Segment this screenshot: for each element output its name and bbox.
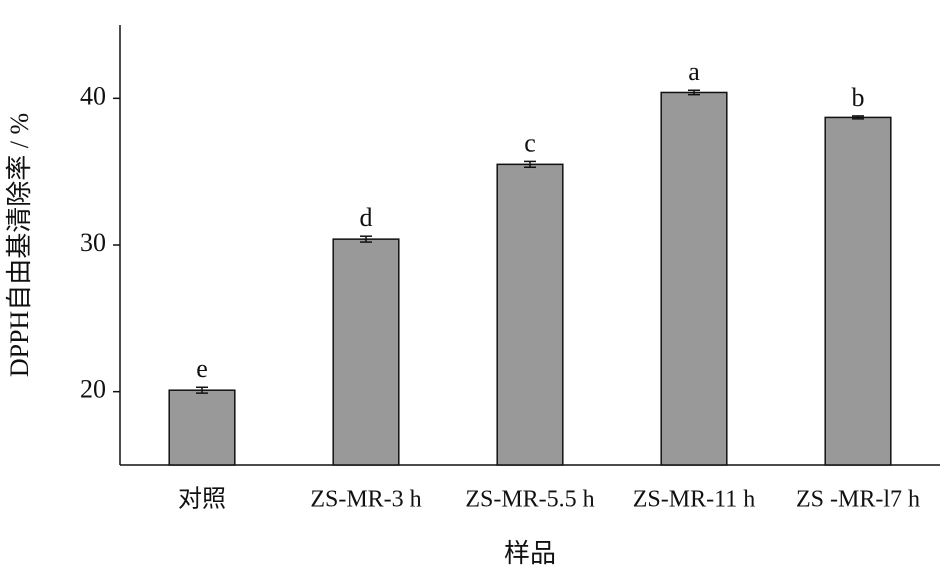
y-tick-label: 30 (80, 228, 106, 257)
x-tick-label: ZS-MR-3 h (310, 487, 421, 513)
bar (332, 238, 400, 466)
significance-letter: b (852, 83, 865, 112)
y-tick-label: 40 (80, 81, 106, 110)
significance-letter: c (524, 128, 536, 157)
y-axis-label: DPPH自由基清除率 / % (5, 113, 34, 377)
error-bar (360, 235, 372, 243)
significance-letter: a (688, 57, 700, 86)
significance-letter: d (360, 203, 373, 232)
significance-letter: e (196, 354, 208, 383)
y-tick-label: 20 (80, 375, 106, 404)
x-tick-label: ZS-MR-11 h (633, 487, 755, 513)
error-bar (196, 386, 208, 394)
error-bar (852, 115, 864, 120)
bar (660, 91, 728, 466)
x-tick-label: 对照 (178, 486, 226, 513)
error-bar (688, 89, 700, 96)
error-bar (524, 160, 536, 169)
bar (824, 116, 892, 466)
x-tick-label: ZS-MR-5.5 h (465, 487, 594, 513)
x-tick-label: ZS -MR-l7 h (796, 487, 920, 513)
bar (496, 163, 564, 466)
bar (168, 389, 236, 466)
x-axis-label: 样品 (504, 539, 556, 568)
